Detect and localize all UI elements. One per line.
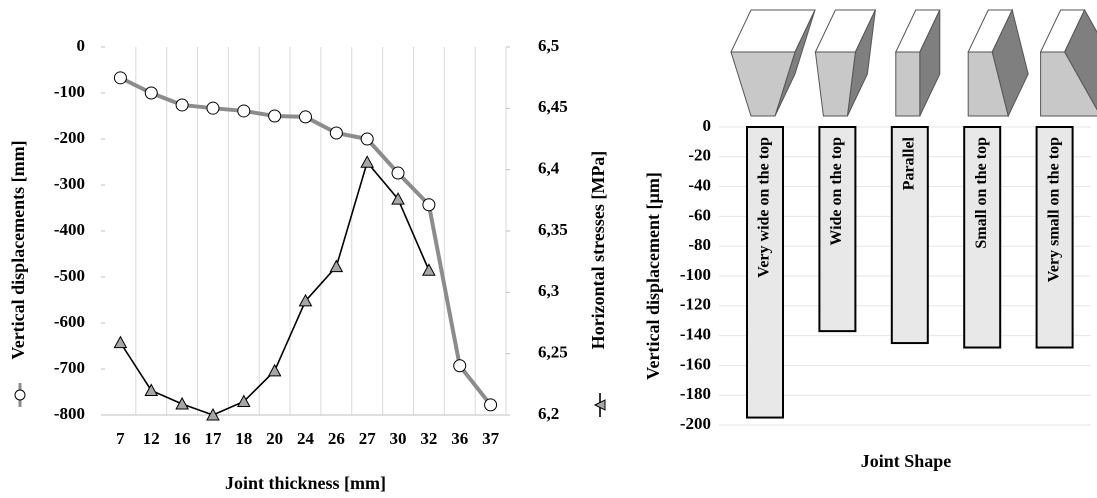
bar: [890, 126, 929, 345]
marker: [206, 407, 220, 421]
y2-tick-label: 6,4: [538, 159, 560, 178]
marker: [422, 263, 436, 276]
x-tick-label: 7: [116, 429, 125, 448]
axis-title: Vertical displacements [mm]: [8, 140, 28, 359]
y-tick-label: -200: [54, 128, 85, 147]
y-tick-label: -600: [54, 312, 85, 331]
y-tick-label: -40: [688, 176, 711, 195]
marker: [268, 109, 282, 123]
y-tick-label: -160: [680, 354, 711, 373]
y-tick-label: -100: [54, 82, 85, 101]
bar-label: Wide on the top: [828, 137, 845, 246]
marker: [206, 101, 220, 115]
marker: [299, 110, 312, 124]
y-axis-title: Vertical displacement [µm]: [643, 172, 663, 380]
marker: [360, 155, 375, 168]
x-tick-label: 27: [359, 429, 377, 448]
y-tick-label: -700: [54, 358, 85, 377]
y2-tick-label: 6,5: [538, 36, 559, 55]
marker: [113, 335, 128, 349]
x-tick-label: 24: [297, 429, 315, 448]
icon-front: [730, 51, 796, 117]
y-tick-label: -100: [680, 265, 711, 284]
y2-tick-label: 6,25: [538, 343, 568, 362]
marker: [391, 192, 405, 205]
marker: [237, 104, 251, 118]
marker: [360, 132, 374, 146]
y2-tick-label: 6,3: [538, 281, 559, 300]
marker: [453, 359, 467, 373]
x-tick-label: 32: [420, 429, 437, 448]
x-tick-label: 16: [174, 429, 191, 448]
y-tick-label: 0: [77, 36, 86, 55]
icon-front: [895, 51, 921, 117]
icon-front: [967, 51, 1009, 117]
x-tick-label: 30: [390, 429, 407, 448]
x-tick-label: 17: [204, 429, 222, 448]
bar: [963, 126, 1002, 349]
icon-front: [1040, 51, 1097, 117]
bar: [1035, 126, 1074, 349]
bar: [818, 126, 857, 333]
x-tick-label: 37: [482, 429, 500, 448]
bar-label: Parallel: [900, 136, 917, 190]
x-tick-label: 20: [266, 429, 283, 448]
marker: [144, 383, 159, 396]
y-tick-label: -400: [54, 220, 85, 239]
bar-label: Very wide on the top: [756, 137, 773, 278]
bar: [746, 126, 784, 419]
y-tick-label: -140: [680, 325, 711, 344]
x-axis-title: Joint Shape: [861, 451, 952, 471]
y-tick-label: -200: [680, 414, 711, 433]
y-tick-label: -300: [54, 174, 85, 193]
y-tick-label: -120: [680, 295, 711, 314]
legend-marker: [593, 399, 606, 411]
y-tick-label: -800: [54, 404, 85, 423]
x-tick-label: 12: [143, 429, 160, 448]
y2-tick-label: 6,2: [538, 404, 559, 423]
y-tick-label: -60: [688, 205, 711, 224]
marker: [391, 166, 405, 180]
marker: [175, 98, 189, 112]
x-tick-label: 26: [328, 429, 345, 448]
axis-title: Horizontal stresses [MPa]: [588, 151, 608, 350]
y2-tick-label: 6,45: [538, 97, 568, 116]
marker: [329, 259, 344, 273]
bar-label: Very small on the top: [1045, 137, 1062, 282]
y-tick-label: 0: [703, 116, 712, 135]
marker: [298, 293, 313, 307]
y-tick-label: -180: [680, 384, 711, 403]
y2-tick-label: 6,35: [538, 220, 568, 239]
marker: [175, 396, 189, 410]
y-tick-label: -500: [54, 266, 85, 285]
marker: [144, 86, 158, 100]
legend-marker: [14, 389, 26, 401]
marker: [236, 394, 251, 408]
marker: [113, 71, 127, 85]
y-tick-label: -20: [688, 146, 711, 165]
x-tick-label: 18: [235, 429, 252, 448]
marker: [329, 126, 343, 140]
series-line: [119, 76, 493, 407]
marker: [422, 198, 436, 212]
x-tick-label: 36: [451, 429, 468, 448]
icon-front: [814, 51, 856, 117]
x-axis-title: Joint thickness [mm]: [225, 473, 386, 493]
marker: [484, 398, 498, 412]
y-tick-label: -80: [688, 235, 711, 254]
bar-label: Small on the top: [973, 137, 990, 249]
marker: [267, 363, 282, 377]
